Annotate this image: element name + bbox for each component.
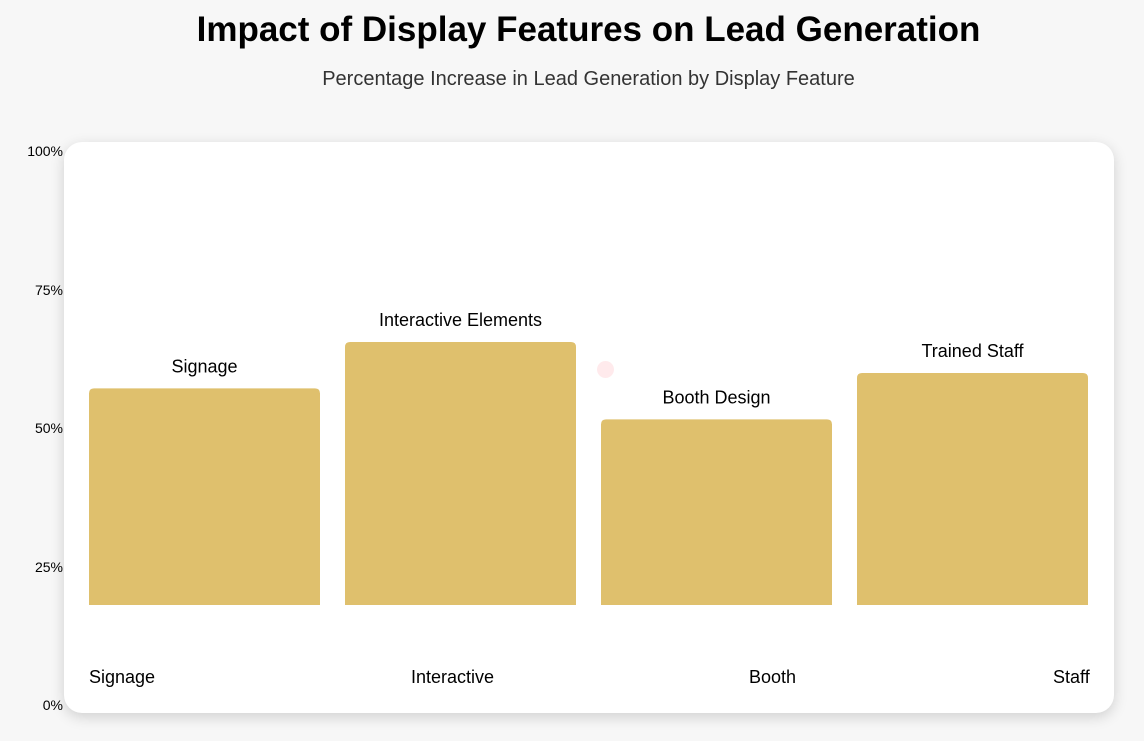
bar-label: Interactive Elements: [379, 310, 542, 330]
bar-interactive[interactable]: [345, 342, 576, 605]
x-axis-label-interactive: Interactive: [411, 667, 495, 687]
bar-label: Signage: [171, 356, 237, 376]
bar-booth[interactable]: [601, 419, 832, 605]
x-axis-label-staff: Staff: [1053, 667, 1090, 687]
y-tick-label: 50%: [34, 420, 63, 436]
y-tick-label: 0%: [42, 697, 63, 713]
x-axis-label-signage: Signage: [89, 667, 156, 687]
bar-label: Booth Design: [662, 387, 770, 407]
y-tick-label: 100%: [27, 143, 63, 159]
x-axis-label-booth: Booth: [749, 667, 797, 687]
y-tick-label: 75%: [34, 282, 63, 298]
cursor-indicator: [597, 361, 614, 378]
bar-signage[interactable]: [89, 388, 320, 605]
y-tick-label: 25%: [34, 559, 63, 575]
bar-staff[interactable]: [857, 372, 1088, 605]
bar-label: Trained Staff: [921, 341, 1024, 361]
chart-subtitle: Percentage Increase in Lead Generation b…: [322, 68, 855, 90]
chart-title: Impact of Display Features on Lead Gener…: [196, 10, 981, 49]
